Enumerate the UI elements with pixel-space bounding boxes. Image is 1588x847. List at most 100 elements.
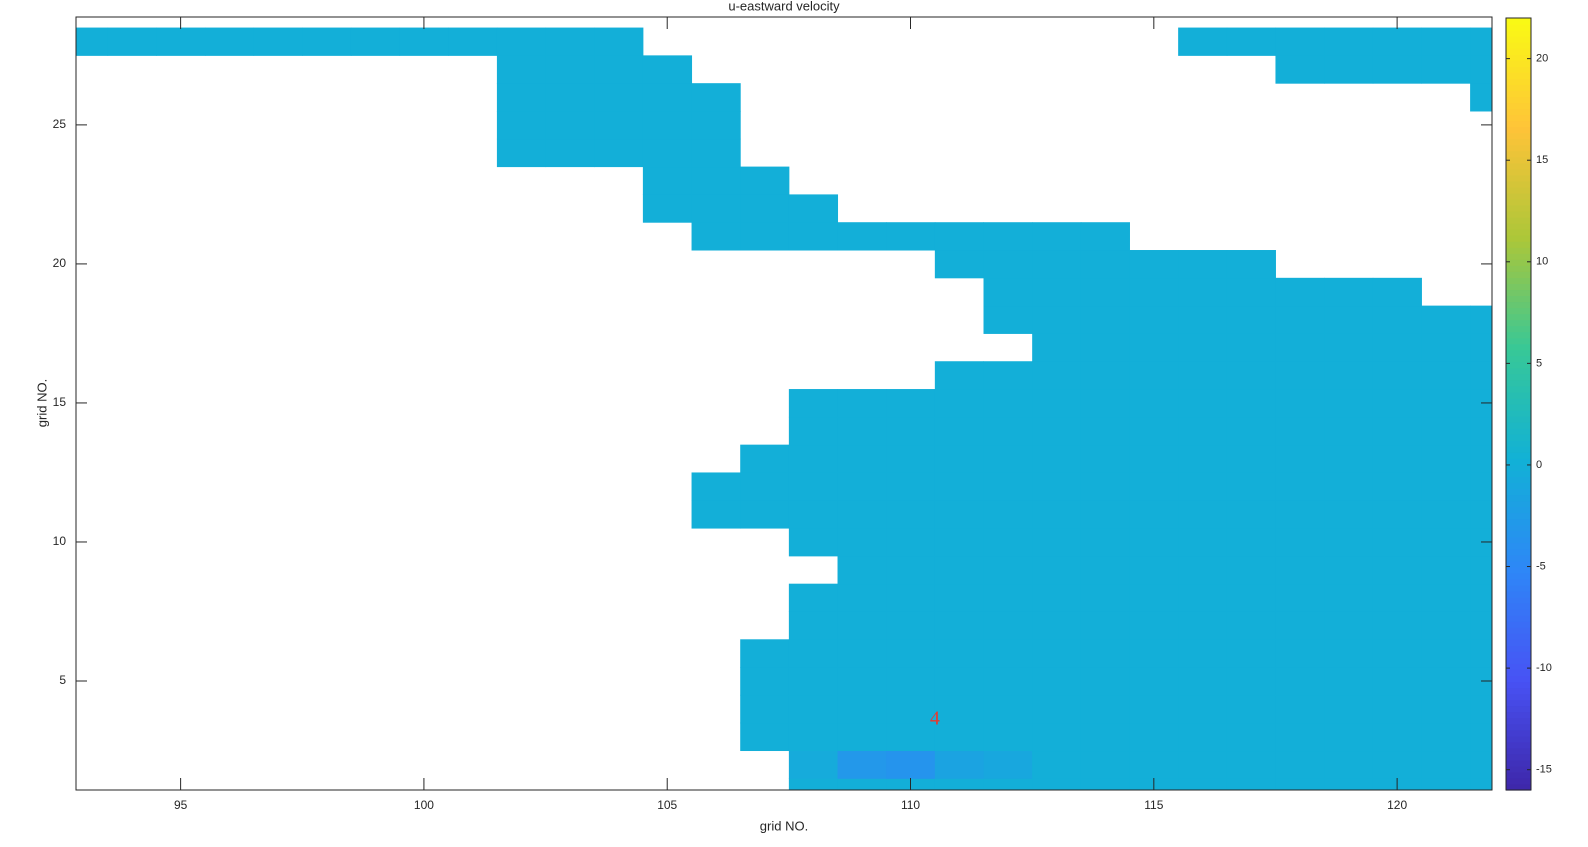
heatmap-cell — [1275, 361, 1325, 390]
heatmap-cell — [1421, 778, 1471, 790]
heatmap-cell — [1275, 305, 1325, 334]
heatmap-cell — [788, 750, 839, 779]
colorbar-swatch — [1506, 162, 1531, 170]
heatmap-cell — [1032, 500, 1082, 529]
heatmap-cell — [983, 583, 1033, 612]
heatmap-cell — [934, 250, 985, 279]
colorbar-swatch — [1506, 434, 1531, 441]
heatmap-cell — [1129, 472, 1179, 501]
heatmap-cell — [1324, 778, 1374, 790]
heatmap-cell — [837, 416, 887, 446]
heatmap-cell — [642, 110, 693, 140]
heatmap-cell — [1226, 27, 1276, 56]
heatmap-cell — [1226, 722, 1276, 752]
heatmap-cell — [1226, 694, 1276, 724]
colorbar-swatch — [1506, 627, 1531, 634]
colorbar-swatch — [1506, 590, 1531, 598]
colorbar-swatch — [1506, 783, 1531, 791]
heatmap-cell — [1226, 500, 1276, 529]
heatmap-cell — [740, 667, 790, 696]
heatmap-cell — [1032, 416, 1082, 446]
colorbar-swatch — [1506, 102, 1531, 110]
heatmap-cell — [1178, 472, 1228, 501]
heatmap-cell — [1226, 416, 1276, 446]
heatmap-cell — [1372, 333, 1422, 362]
colorbar-tick-label: -15 — [1536, 764, 1552, 776]
heatmap-cell — [642, 194, 693, 223]
heatmap-cell — [1178, 778, 1228, 790]
heatmap-cell — [886, 750, 936, 779]
heatmap-cell — [740, 500, 790, 529]
heatmap-cell — [1470, 83, 1492, 112]
colorbar-swatch — [1506, 54, 1531, 61]
colorbar-swatch — [1506, 48, 1531, 55]
heatmap-cell — [1421, 416, 1471, 446]
heatmap-cell — [1372, 500, 1422, 529]
heatmap-cell — [934, 528, 985, 557]
heatmap-cell — [837, 555, 887, 585]
heatmap-cell — [1275, 722, 1325, 752]
heatmap-cell — [983, 528, 1033, 557]
heatmap-cell — [594, 110, 644, 140]
heatmap-cell — [788, 583, 839, 612]
heatmap-cell — [1178, 333, 1228, 362]
heatmap-cell — [1080, 528, 1130, 557]
heatmap-cell — [1372, 27, 1422, 56]
heatmap-cell — [934, 361, 985, 390]
heatmap-cell — [1470, 583, 1492, 612]
colorbar-box — [1505, 17, 1532, 791]
colorbar-swatch — [1506, 524, 1531, 532]
colorbar-swatch — [1506, 494, 1531, 502]
heatmap-cell — [1080, 305, 1130, 334]
heatmap-cell — [1470, 333, 1492, 362]
heatmap-cell — [1178, 750, 1228, 779]
x-tick-label: 110 — [901, 798, 920, 812]
heatmap-cell — [1129, 555, 1179, 585]
colorbar-swatch — [1506, 518, 1531, 526]
heatmap-cell — [1324, 750, 1374, 779]
heatmap-cell — [1080, 222, 1130, 251]
x-tick-label: 115 — [1144, 798, 1163, 812]
colorbar-swatch — [1506, 337, 1531, 345]
colorbar-swatch — [1506, 247, 1531, 254]
heatmap-cell — [1275, 27, 1325, 56]
heatmap-cell — [156, 27, 206, 56]
heatmap-cell — [740, 194, 790, 223]
colorbar-swatch — [1506, 699, 1531, 707]
heatmap-cell — [1178, 389, 1228, 418]
heatmap-cell — [1032, 555, 1082, 585]
colorbar-swatch — [1506, 476, 1531, 484]
heatmap-cell — [1080, 583, 1130, 612]
heatmap-cell — [1275, 555, 1325, 585]
heatmap-cell — [1421, 528, 1471, 557]
heatmap-cell — [934, 555, 985, 585]
heatmap-cell — [886, 694, 936, 724]
heatmap-cell — [1129, 250, 1179, 279]
heatmap-cell — [983, 361, 1033, 390]
heatmap-cell — [788, 389, 839, 418]
heatmap-cell — [1275, 528, 1325, 557]
heatmap-cell — [1372, 472, 1422, 501]
colorbar-swatch — [1506, 301, 1531, 309]
colorbar-swatch — [1506, 168, 1531, 176]
colorbar-swatch — [1506, 150, 1531, 158]
heatmap-cell — [1275, 750, 1325, 779]
colorbar-swatch — [1506, 36, 1531, 43]
colorbar-tick-label: 20 — [1536, 53, 1548, 65]
heatmap-cell — [1470, 722, 1492, 752]
heatmap-cell — [1324, 444, 1374, 473]
heatmap-cell — [1275, 611, 1325, 640]
colorbar-swatch — [1506, 458, 1531, 465]
heatmap-cell — [1080, 277, 1130, 307]
colorbar-swatch — [1506, 428, 1531, 435]
colorbar-swatch — [1506, 18, 1531, 25]
colorbar-swatch — [1506, 397, 1531, 405]
colorbar-swatch — [1506, 464, 1531, 471]
heatmap-cell — [1226, 250, 1276, 279]
heatmap-cell — [594, 83, 644, 112]
colorbar-swatch — [1506, 416, 1531, 423]
colorbar-swatch — [1506, 609, 1531, 616]
heatmap-cell — [1178, 528, 1228, 557]
